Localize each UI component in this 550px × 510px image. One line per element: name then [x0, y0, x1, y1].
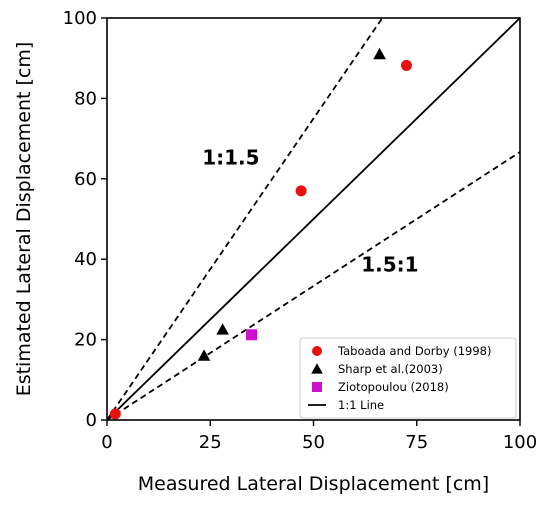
x-axis-title: Measured Lateral Displacement [cm] [138, 473, 489, 495]
legend-triangle-swatch [311, 363, 323, 374]
legend: Taboada and Dorby (1998) Sharp et al.(200… [299, 337, 517, 419]
y-tick-label: 100 [63, 8, 97, 29]
ratio-annotation: 1.5:1 [361, 252, 418, 276]
ratio-annotation: 1:1.5 [202, 146, 259, 170]
circle-point [295, 185, 307, 197]
legend-box [299, 337, 517, 419]
reference-line-1-1-line [107, 18, 520, 420]
y-tick-label: 80 [74, 88, 97, 109]
y-tick-label: 20 [74, 330, 97, 351]
x-tick-label: 50 [302, 432, 325, 453]
y-tick-label: 0 [86, 410, 97, 431]
circle-point [109, 408, 121, 420]
y-axis-title: Estimated Lateral Displacement [cm] [13, 42, 35, 397]
legend-label: Sharp et al.(2003) [338, 362, 443, 376]
legend-square-swatch [312, 382, 322, 392]
axis-ticks: 0 25 50 75 100 0 20 40 60 80 100 [63, 8, 538, 453]
x-tick-label: 75 [405, 432, 428, 453]
x-tick-label: 0 [101, 432, 112, 453]
reference-line-1-1-5 [107, 18, 384, 420]
x-tick-label: 25 [199, 432, 222, 453]
square-point [246, 329, 258, 341]
reference-lines [107, 18, 520, 420]
y-tick-label: 60 [74, 169, 97, 190]
legend-circle-swatch [312, 346, 322, 356]
legend-label: Ziotopoulou (2018) [338, 380, 449, 394]
y-tick-label: 40 [74, 249, 97, 270]
legend-label: Taboada and Dorby (1998) [337, 344, 491, 358]
triangle-point [216, 323, 229, 335]
circle-point [400, 59, 412, 71]
triangle-point [197, 349, 211, 361]
x-tick-label: 100 [503, 432, 537, 453]
reference-line-1-5-1 [107, 151, 520, 420]
ratio-annotations: 1:1.5 1.5:1 [202, 146, 418, 277]
legend-label: 1:1 Line [338, 398, 384, 412]
data-points [109, 47, 412, 420]
triangle-point [373, 47, 386, 60]
